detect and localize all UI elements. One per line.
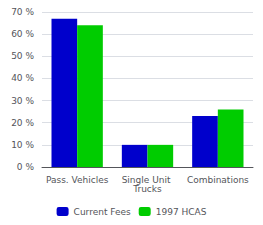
svg-text:Current Fees: Current Fees (74, 207, 131, 217)
svg-text:1997 HCAS: 1997 HCAS (156, 207, 207, 217)
svg-text:30 %: 30 % (11, 96, 34, 106)
svg-text:20 %: 20 % (11, 118, 34, 128)
svg-text:10 %: 10 % (11, 140, 34, 150)
svg-text:60 %: 60 % (11, 29, 34, 39)
svg-text:Combinations: Combinations (187, 175, 249, 185)
svg-text:Single Unit: Single Unit (121, 174, 174, 185)
svg-text:Pass. Vehicles: Pass. Vehicles (46, 175, 109, 185)
svg-text:40 %: 40 % (11, 73, 34, 83)
svg-text:50 %: 50 % (11, 51, 34, 61)
svg-text:70 %: 70 % (11, 7, 34, 17)
svg-text:Trucks: Trucks (132, 184, 162, 194)
svg-text:0 %: 0 % (17, 162, 35, 172)
